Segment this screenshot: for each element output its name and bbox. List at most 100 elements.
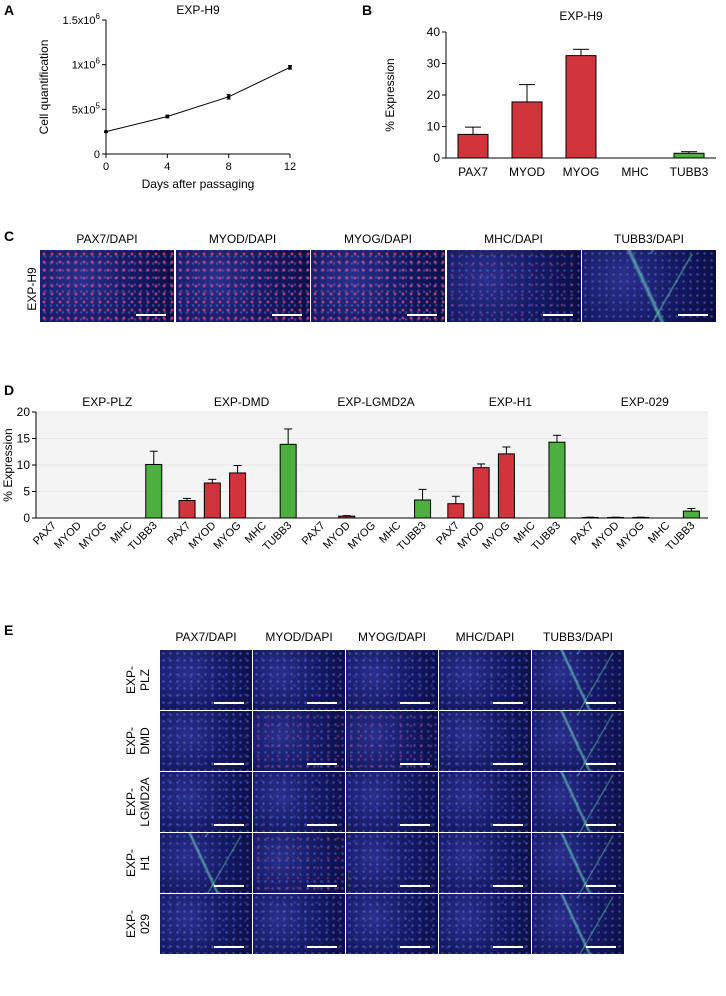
panel-e-header: MYOG/DAPI <box>357 630 426 644</box>
chart-a-ytick-label: 1.5x106 <box>63 12 101 27</box>
chart-d-bar <box>472 467 490 519</box>
micrograph-texture <box>253 894 345 954</box>
chart-a-ytick-label: 0 <box>94 149 100 161</box>
chart-b-category-label: MHC <box>621 165 649 179</box>
chart-b-category-label: PAX7 <box>458 165 488 179</box>
chart-d-bar <box>178 500 196 519</box>
panel-e-micrograph <box>160 894 252 954</box>
panel-e-micrograph <box>439 650 531 710</box>
chart-d-group-title: EXP-029 <box>621 395 669 409</box>
panel-c-micrograph <box>582 250 716 322</box>
panel-e-micrograph <box>253 894 345 954</box>
panel-e-micrograph <box>532 833 624 893</box>
panel-e-header: PAX7/DAPI <box>175 630 237 644</box>
micrograph-texture <box>439 772 531 832</box>
chart-d-category-label: MYOG <box>480 520 512 552</box>
panel-e-micrograph <box>160 772 252 832</box>
chart-d-category-label: TUBB3 <box>530 520 564 554</box>
panel-e-micrograph <box>532 772 624 832</box>
chart-a-title: EXP-H9 <box>176 3 220 17</box>
chart-d-bar <box>447 503 465 519</box>
panel-c-header: MYOG/DAPI <box>343 232 412 246</box>
chart-b-title: EXP-H9 <box>559 9 603 23</box>
panel-c-micrograph <box>446 250 581 322</box>
panel-e-row-label-part: H1 <box>138 855 152 871</box>
panel-e-row-label: EXP- DMD <box>124 711 152 771</box>
chart-b-bar <box>673 152 705 159</box>
scale-bar <box>214 824 244 826</box>
panel-e-row-label-part: EXP- <box>124 788 138 817</box>
panel-e-row-label-part: EXP- <box>124 910 138 939</box>
micrograph-texture <box>439 711 531 771</box>
chart-b-ytick-label: 30 <box>427 57 441 71</box>
scale-bar <box>271 314 302 316</box>
micrograph-texture <box>532 650 624 710</box>
scale-bar <box>493 824 523 826</box>
panel-letter-b: B <box>362 2 373 18</box>
chart-d-ytick-label: 0 <box>23 511 30 525</box>
scale-bar <box>542 314 573 316</box>
panel-c-micrograph <box>311 250 445 322</box>
panel-c-header: TUBB3/DAPI <box>613 232 685 246</box>
scale-bar <box>307 946 337 948</box>
chart-d-bar <box>414 499 432 519</box>
panel-e-row-label-part: DMD <box>138 727 152 755</box>
scale-bar <box>307 763 337 765</box>
panel-e-micrograph <box>532 650 624 710</box>
panel-e-micrograph <box>439 894 531 954</box>
scale-bar <box>400 824 430 826</box>
chart-a-ylabel: Cell quantification <box>37 40 51 135</box>
panel-e-micrograph <box>532 894 624 954</box>
panel-e-row-label-part: PLZ <box>138 669 152 692</box>
chart-d-ytick-label: 15 <box>17 432 31 446</box>
panel-e-micrograph <box>439 772 531 832</box>
panel-e-micrograph <box>253 772 345 832</box>
panel-e-header: TUBB3/DAPI <box>542 630 614 644</box>
panel-e-micrograph <box>346 894 438 954</box>
panel-e-row-label-part: EXP- <box>124 727 138 756</box>
chart-a-xlabel: Days after passaging <box>142 177 255 191</box>
chart-b-bar <box>457 133 489 159</box>
micrograph-texture <box>346 650 438 710</box>
chart-a-xtick-label: 12 <box>284 161 296 173</box>
panel-c-micrograph <box>40 250 174 322</box>
panel-e-micrograph <box>160 650 252 710</box>
chart-d-category-label: TUBB3 <box>664 520 698 554</box>
chart-d-bar <box>229 472 247 519</box>
chart-b-category-label: MYOD <box>509 165 545 179</box>
scale-bar <box>586 824 616 826</box>
chart-b-ylabel: % Expression <box>383 58 397 131</box>
chart-d-bar <box>145 463 163 519</box>
chart-a-ytick-label: 5x105 <box>72 101 101 116</box>
panel-e-micrograph <box>346 772 438 832</box>
panel-e-micrograph <box>346 833 438 893</box>
chart-d-group-title: EXP-DMD <box>214 395 270 409</box>
panel-e-micrograph <box>160 711 252 771</box>
micrograph-texture <box>253 833 345 893</box>
chart-b-category-label: TUBB3 <box>670 165 709 179</box>
panel-e-micrograph <box>439 711 531 771</box>
chart-a-ytick-label: 1x106 <box>72 57 101 72</box>
micrograph-texture <box>346 772 438 832</box>
micrograph-texture <box>446 250 581 322</box>
chart-b-ytick-label: 0 <box>433 151 440 165</box>
chart-a-point <box>288 65 292 70</box>
micrograph-texture <box>311 250 445 322</box>
panel-e-row-label-part: EXP- <box>124 849 138 878</box>
chart-d-category-label: MYOG <box>77 520 109 552</box>
chart-b-expression: EXP-H9 0 10 20 30 40 % Expression PAX7 MYOD MYOG M… <box>383 9 716 179</box>
chart-d-ytick-label: 20 <box>17 405 31 419</box>
panel-e-row-label-part: EXP- <box>124 666 138 695</box>
scale-bar <box>407 314 437 316</box>
row-label-exp-h9: EXP-H9 <box>25 267 39 311</box>
scale-bar <box>586 946 616 948</box>
micrograph-texture <box>532 772 624 832</box>
scale-bar <box>586 763 616 765</box>
chart-d-group-title: EXP-PLZ <box>82 395 132 409</box>
scale-bar <box>307 702 337 704</box>
chart-b-bar <box>565 55 597 159</box>
scale-bar <box>400 946 430 948</box>
panel-e-micrograph <box>439 833 531 893</box>
chart-d-group-title: EXP-LGMD2A <box>337 395 414 409</box>
